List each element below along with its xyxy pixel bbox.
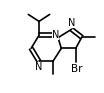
Text: N: N — [68, 18, 75, 28]
Text: N: N — [52, 30, 59, 40]
Text: N: N — [35, 62, 43, 72]
Text: Br: Br — [71, 64, 82, 74]
